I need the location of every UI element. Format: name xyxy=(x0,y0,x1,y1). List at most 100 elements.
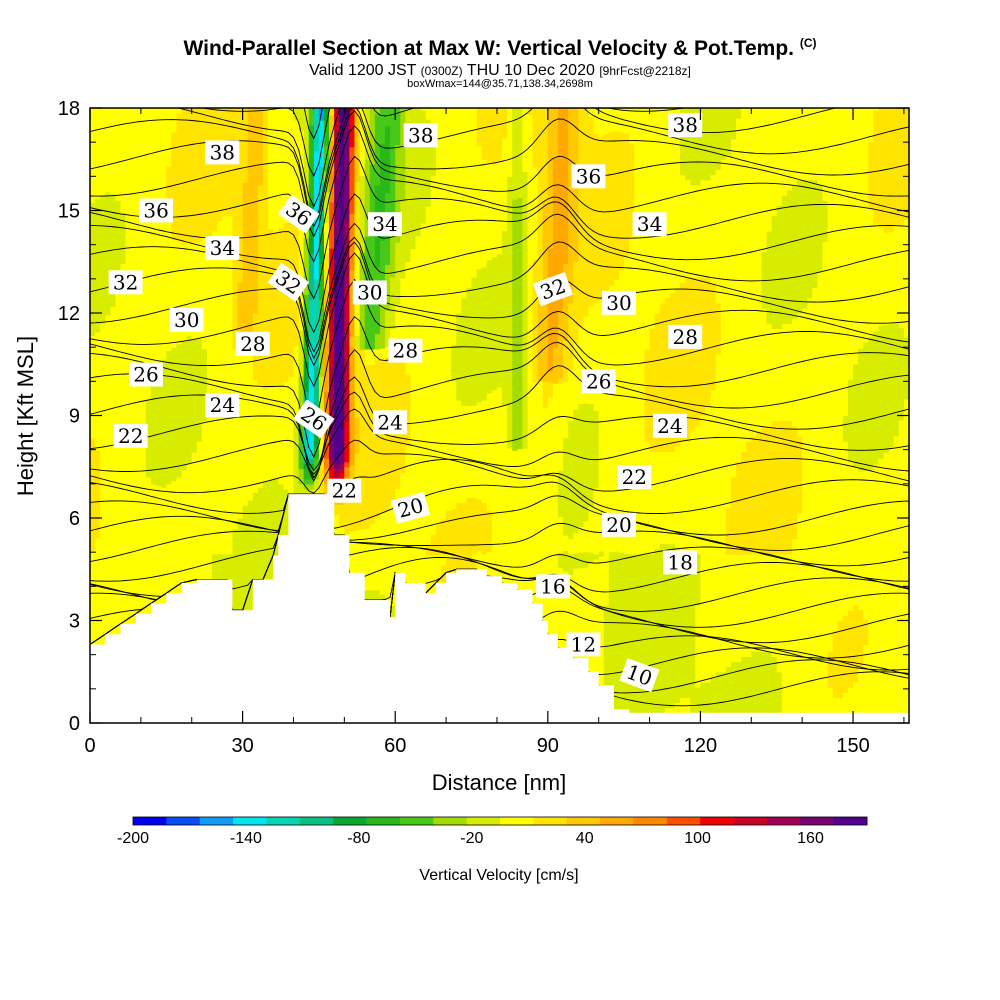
field-cell xyxy=(125,572,132,579)
field-cell xyxy=(181,438,188,445)
field-cell xyxy=(207,302,213,309)
field-cell xyxy=(354,135,361,142)
field-cell xyxy=(191,298,198,304)
field-cell xyxy=(125,613,132,620)
field-cell xyxy=(273,412,279,418)
field-cell xyxy=(237,169,244,176)
field-cell xyxy=(339,432,345,439)
field-cell xyxy=(161,410,167,417)
field-cell xyxy=(90,145,96,152)
field-cell xyxy=(324,381,330,388)
field-cell xyxy=(257,569,264,575)
field-cell xyxy=(166,176,172,183)
field-cell xyxy=(268,295,274,301)
field-cell xyxy=(161,149,167,155)
field-cell xyxy=(354,222,361,229)
field-cell xyxy=(217,261,223,268)
field-cell xyxy=(242,443,249,450)
field-cell xyxy=(313,319,320,326)
field-cell xyxy=(232,287,239,294)
field-cell xyxy=(100,220,106,227)
field-cell xyxy=(242,541,249,547)
field-cell xyxy=(145,159,152,165)
field-cell xyxy=(257,246,264,253)
field-cell xyxy=(222,302,228,309)
field-cell xyxy=(120,304,127,311)
field-cell xyxy=(359,441,366,448)
field-cell xyxy=(237,359,244,365)
field-cell xyxy=(222,318,228,324)
field-cell xyxy=(125,157,132,164)
field-cell xyxy=(344,231,351,237)
field-cell xyxy=(110,147,117,154)
field-cell xyxy=(100,451,106,458)
field-cell xyxy=(278,330,284,336)
field-cell xyxy=(283,401,289,408)
field-cell xyxy=(303,191,310,198)
field-cell xyxy=(212,477,218,483)
field-cell xyxy=(349,556,356,563)
field-cell xyxy=(135,160,142,167)
field-cell xyxy=(120,294,127,300)
field-cell xyxy=(288,422,295,429)
field-cell xyxy=(288,186,295,193)
field-cell xyxy=(242,371,249,378)
field-cell xyxy=(232,225,239,232)
field-cell xyxy=(135,248,142,254)
field-cell xyxy=(212,518,218,524)
field-cell xyxy=(130,184,137,191)
field-cell xyxy=(125,193,132,200)
field-cell xyxy=(283,422,289,429)
field-cell xyxy=(176,359,183,365)
field-cell xyxy=(273,150,279,157)
field-cell xyxy=(212,266,218,273)
field-cell xyxy=(273,447,279,454)
field-cell xyxy=(110,162,117,169)
field-cell xyxy=(120,299,127,306)
field-cell xyxy=(166,304,172,311)
field-cell xyxy=(176,543,183,550)
field-cell xyxy=(161,318,167,324)
field-cell xyxy=(196,154,203,160)
field-cell xyxy=(308,345,315,352)
field-cell xyxy=(262,158,269,165)
field-cell xyxy=(120,181,127,188)
field-cell xyxy=(268,218,274,224)
field-cell xyxy=(278,458,284,464)
field-cell xyxy=(161,492,167,499)
field-cell xyxy=(166,294,172,300)
field-cell xyxy=(232,282,239,288)
field-cell xyxy=(95,439,101,446)
field-cell xyxy=(120,186,127,193)
field-cell xyxy=(161,533,167,540)
field-cell xyxy=(201,348,208,355)
field-cell xyxy=(273,458,279,464)
field-cell xyxy=(354,114,361,121)
field-cell xyxy=(135,401,142,408)
field-cell xyxy=(354,350,361,357)
field-cell xyxy=(196,410,203,417)
field-cell xyxy=(262,245,269,252)
field-cell xyxy=(344,512,351,519)
field-cell xyxy=(130,610,137,616)
field-cell xyxy=(161,594,167,601)
field-cell xyxy=(186,345,193,352)
field-cell xyxy=(166,535,172,541)
field-cell xyxy=(125,521,132,528)
field-cell xyxy=(140,126,147,133)
field-cell xyxy=(120,217,127,224)
field-cell xyxy=(171,265,178,271)
field-cell xyxy=(252,466,259,473)
field-cell xyxy=(273,155,279,162)
field-cell xyxy=(145,441,152,447)
field-cell xyxy=(247,356,254,363)
field-cell xyxy=(247,197,254,204)
field-cell xyxy=(273,294,279,300)
field-cell xyxy=(191,236,198,243)
field-cell xyxy=(181,382,188,389)
field-cell xyxy=(135,529,142,536)
field-cell xyxy=(227,420,234,427)
field-cell xyxy=(100,620,106,627)
field-cell xyxy=(318,212,325,218)
field-cell xyxy=(242,448,249,455)
